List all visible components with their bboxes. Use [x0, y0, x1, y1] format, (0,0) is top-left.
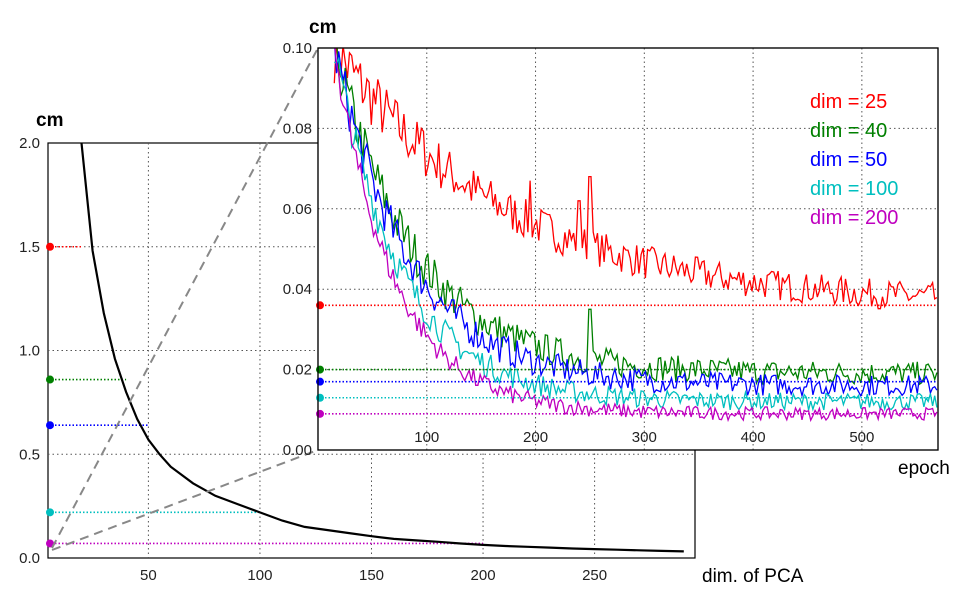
inset-x-axis-label: epoch [898, 458, 950, 479]
inset-series-line [334, 56, 938, 412]
inset-reference-marker [316, 409, 324, 418]
left-y-tick-label: 1.5 [19, 239, 40, 256]
left-x-tick-label: 200 [471, 567, 496, 584]
left-y-tick-label: 1.0 [19, 343, 40, 360]
left-reference-marker [46, 508, 54, 517]
inset-frame [317, 47, 939, 451]
inset-reference-marker [316, 393, 324, 402]
inset-reference-marker [316, 365, 324, 374]
inset-y-tick-label: 0.00 [283, 442, 312, 459]
inset-reference-marker [316, 301, 324, 310]
left-y-tick-label: 0.0 [19, 550, 40, 567]
left-reference-marker [46, 242, 54, 251]
legend-entry: dim = 25 [810, 91, 887, 113]
left-reference-marker [46, 421, 54, 430]
inset-x-tick-label: 200 [523, 429, 548, 446]
legend-entry: dim = 50 [810, 149, 887, 171]
left-x-tick-label: 50 [140, 567, 157, 584]
inset-x-tick-label: 100 [414, 429, 439, 446]
inset-y-unit: cm [309, 17, 336, 38]
inset-x-tick-label: 500 [849, 429, 874, 446]
legend-entry: dim = 200 [810, 207, 898, 229]
left-x-axis-label: dim. of PCA [702, 566, 804, 587]
zoom-line-top [51, 47, 319, 549]
inset-y-tick-label: 0.08 [283, 120, 312, 137]
left-x-ticks: 50 100 150 200 250 [140, 567, 607, 584]
inset-y-tick-label: 0.02 [283, 362, 312, 379]
inset-legend: dim = 25 dim = 40 dim = 50 dim = 100 dim = 2… [810, 91, 898, 229]
inset-series-line [334, 48, 938, 399]
inset-y-tick-label: 0.06 [283, 201, 312, 218]
inset-reference-marker [316, 377, 324, 386]
zoom-connector-lines [51, 47, 319, 551]
left-x-tick-label: 250 [582, 567, 607, 584]
left-series [80, 142, 684, 553]
inset-series-line [334, 48, 938, 423]
zoom-line-bottom [51, 449, 319, 551]
inset-y-ticks: 0.00 0.02 0.04 0.06 0.08 0.10 [283, 40, 312, 459]
legend-entry: dim = 40 [810, 120, 887, 142]
left-y-ticks: 0.0 0.5 1.0 1.5 2.0 [19, 135, 40, 567]
inset-x-tick-label: 300 [632, 429, 657, 446]
inset-series-line [333, 48, 938, 310]
inset-x-tick-label: 400 [741, 429, 766, 446]
left-reference-marker [46, 375, 54, 384]
left-x-tick-label: 150 [359, 567, 384, 584]
left-y-tick-label: 0.5 [19, 446, 40, 463]
legend-entry: dim = 100 [810, 178, 898, 200]
left-reference-marker [46, 539, 54, 548]
inset-x-ticks: 100 200 300 400 500 [414, 429, 874, 446]
inset-chart: 0.00 0.02 0.04 0.06 0.08 0.10 100 200 300 400 500… [283, 17, 950, 479]
left-y-tick-label: 2.0 [19, 135, 40, 152]
left-y-unit: cm [36, 110, 63, 131]
inset-y-tick-label: 0.04 [283, 281, 312, 298]
inset-series [333, 48, 938, 423]
left-x-tick-label: 100 [247, 567, 272, 584]
inset-y-tick-label: 0.10 [283, 40, 312, 57]
left-series-line [80, 142, 684, 553]
